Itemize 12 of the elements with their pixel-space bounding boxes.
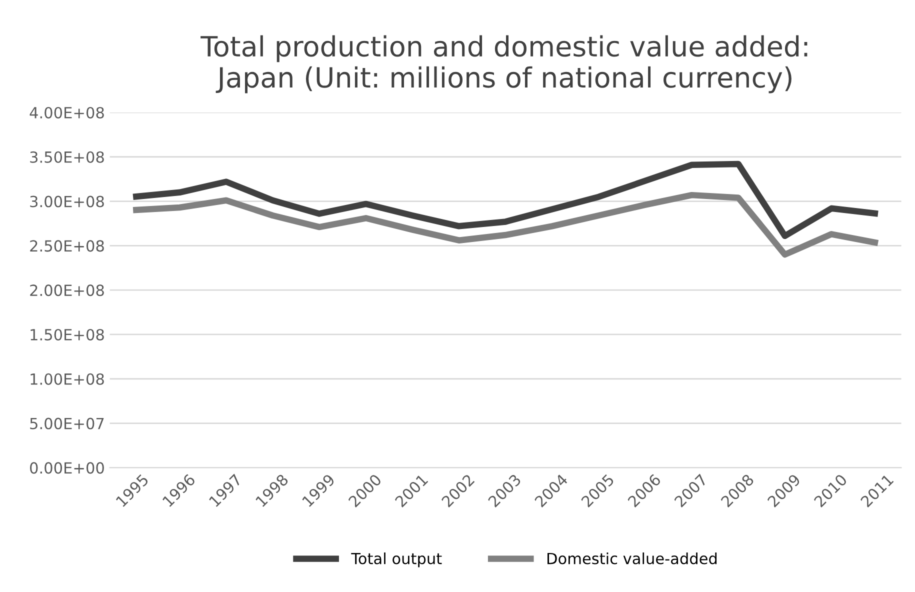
y-tick-label: 5.00E+07 (30, 418, 104, 430)
y-tick-label: 2.00E+08 (30, 284, 104, 296)
y-tick-label: 1.50E+08 (30, 328, 104, 340)
y-tick-label: 4.00E+08 (30, 106, 104, 118)
y-tick-label: 2.50E+08 (30, 240, 104, 252)
y-tick-label: 3.00E+08 (30, 196, 104, 208)
y-tick-label: 1.00E+08 (30, 373, 104, 385)
y-tick-label: 3.50E+08 (30, 151, 104, 163)
y-tick-label: 0.00E+00 (30, 462, 104, 474)
legend-label: Domestic value-added (548, 552, 717, 564)
legend-label: Total output (351, 552, 442, 568)
chart-title: Total production and domestic value added: Japan (Unit: millions of national currency) (200, 35, 808, 94)
